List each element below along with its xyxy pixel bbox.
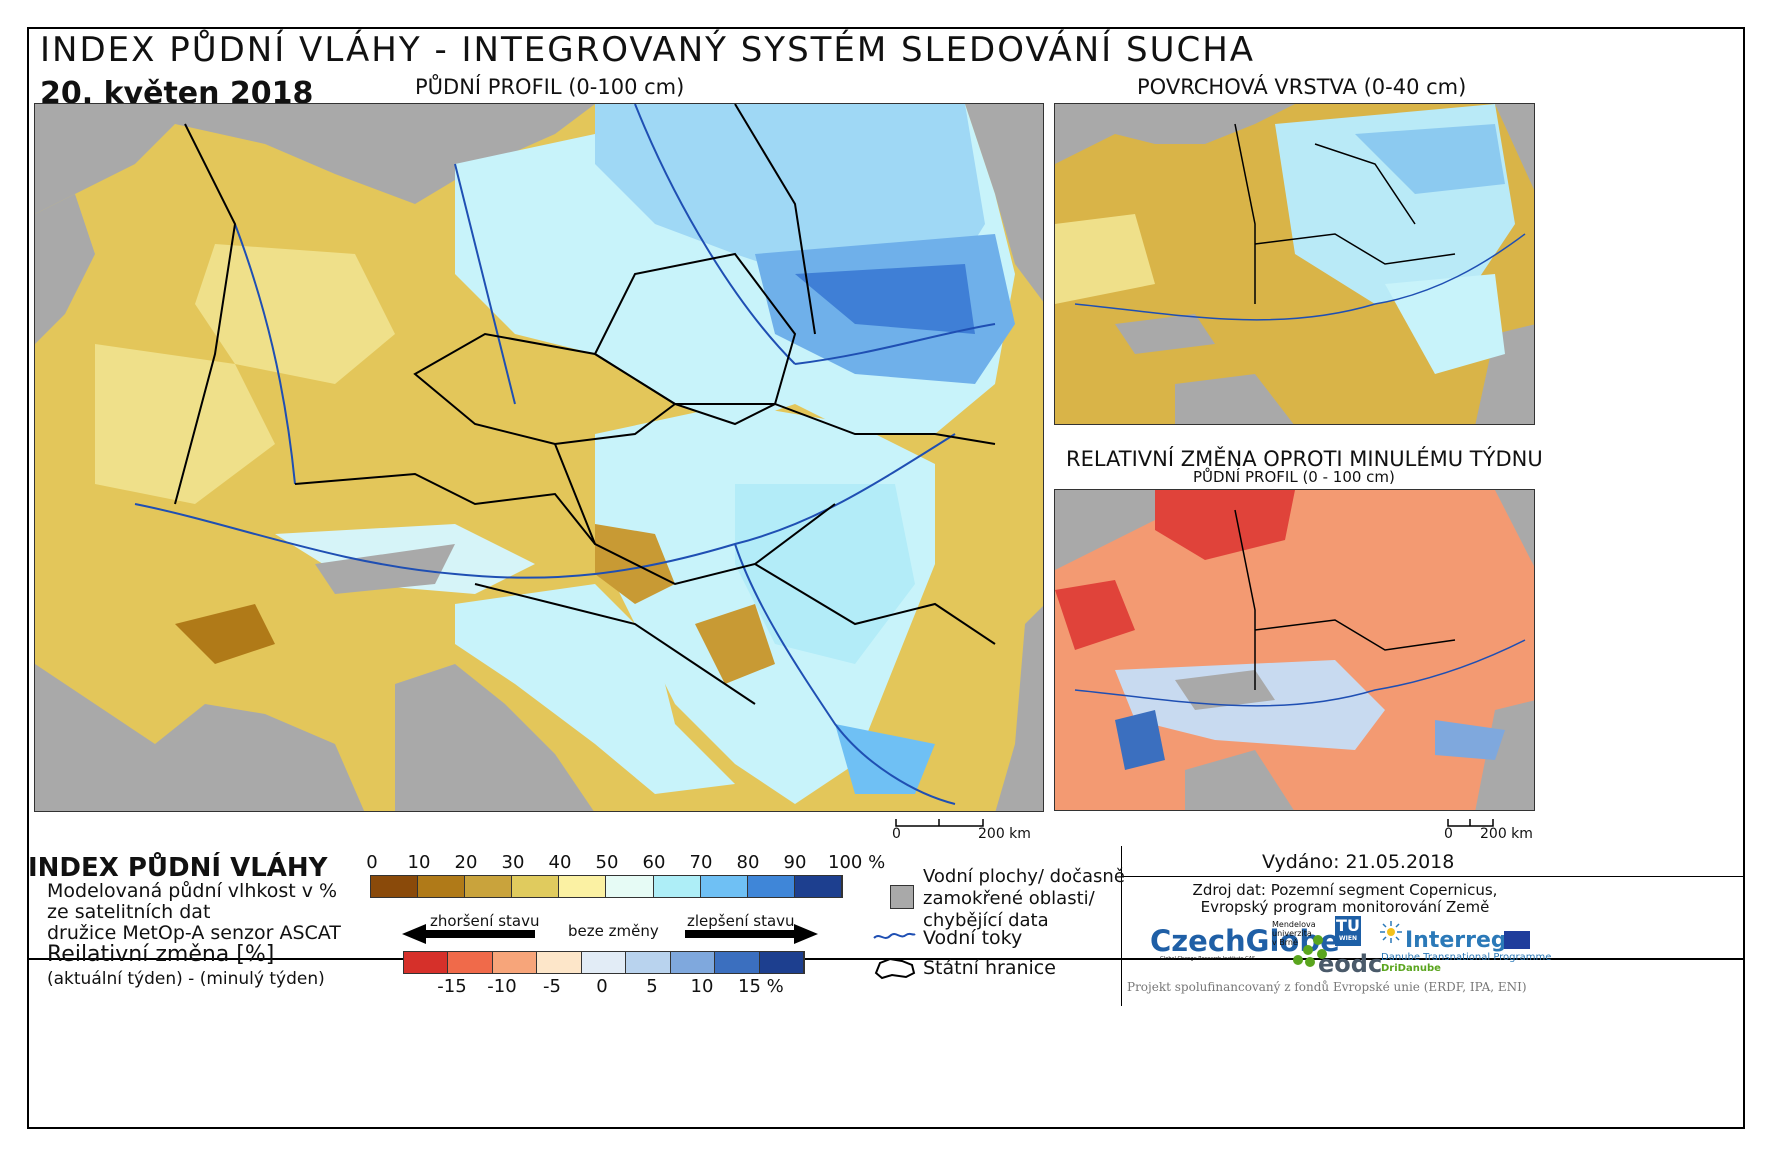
project-note: Projekt spolufinancovaný z fondů Evropsk…: [1127, 980, 1527, 994]
tu-text: TU: [1336, 916, 1360, 935]
worse-label: zhoršení stavu: [430, 912, 540, 930]
water-label-line-2: zamokřené oblasti/: [923, 888, 1095, 909]
tu-wien-logo: TU WIEN: [1335, 916, 1361, 946]
interreg-sub-1: Danube Transnational Programme: [1381, 952, 1552, 963]
top-right-map-label: POVRCHOVÁ VRSTVA (0-40 cm): [1137, 75, 1467, 99]
change-tick-label: 0: [596, 976, 608, 997]
water-area-swatch: [890, 885, 914, 909]
index-swatch-3: [512, 876, 560, 897]
mendel-logo-text: Mendelova univerzita v Brně: [1272, 920, 1316, 947]
index-tick-label: 10: [407, 852, 431, 873]
index-colorbar: [370, 875, 843, 898]
interreg-sun-icon: [1380, 921, 1402, 943]
change-map-svg: [1055, 490, 1534, 810]
issued-date: Vydáno: 21.05.2018: [1262, 851, 1455, 873]
surface-map-svg: [1055, 104, 1534, 424]
index-swatch-7: [700, 876, 748, 897]
no-change-label: beze změny: [568, 922, 659, 940]
change-legend-desc: (aktuální týden) - (minulý týden): [47, 969, 325, 989]
borders-label: Státní hranice: [923, 957, 1056, 979]
small-scalebar-graphic: [1447, 819, 1494, 827]
better-label: zlepšení stavu: [687, 912, 795, 930]
change-swatch-7: [715, 952, 760, 973]
rivers-label: Vodní toky: [923, 927, 1023, 949]
index-tick-label: 90: [783, 852, 807, 873]
index-tick-label: 60: [642, 852, 666, 873]
surface-layer-map: [1054, 103, 1535, 425]
change-tick-label: -5: [543, 976, 561, 997]
index-tick-label: 70: [689, 852, 713, 873]
eu-flag-icon: [1504, 931, 1530, 949]
legend-divider: [1121, 846, 1122, 1006]
eodc-logo: eodc: [1318, 950, 1383, 978]
change-swatch-3: [537, 952, 582, 973]
change-map-label: RELATIVNÍ ZMĚNA OPROTI MINULÉMU TÝDNU: [1066, 447, 1543, 471]
index-swatch-0: [371, 876, 419, 897]
mendel-line-1: Mendelova: [1272, 920, 1316, 929]
index-legend-title: INDEX PŮDNÍ VLÁHY: [28, 853, 328, 883]
index-tick-label: 40: [548, 852, 572, 873]
main-soil-moisture-map: [34, 103, 1044, 812]
river-symbol-icon: [873, 932, 916, 939]
issued-divider: [1121, 876, 1745, 877]
index-tick-label: 0: [366, 852, 378, 873]
index-tick-label: 100 %: [828, 852, 886, 873]
index-tick-label: 50: [595, 852, 619, 873]
legend-panel: [27, 958, 1745, 1131]
main-scalebar-graphic: [895, 819, 984, 827]
index-swatch-2: [465, 876, 513, 897]
water-label-line-3: chybějící data: [923, 910, 1049, 931]
index-desc-2: ze satelitních dat: [47, 901, 211, 923]
mendel-logo-icon: [1293, 935, 1327, 967]
interreg-sub-2: DriDanube: [1381, 963, 1441, 974]
page-title: INDEX PŮDNÍ VLÁHY - INTEGROVANÝ SYSTÉM S…: [40, 30, 1256, 70]
change-tick-label: 5: [646, 976, 658, 997]
change-swatch-4: [581, 952, 627, 973]
change-swatch-0: [404, 952, 449, 973]
index-tick-label: 30: [501, 852, 525, 873]
index-desc-3: družice MetOp-A senzor ASCAT: [47, 922, 341, 944]
small-scalebar-zero: 0: [1444, 826, 1453, 842]
change-map-sublabel: PŮDNÍ PROFIL (0 - 100 cm): [1193, 468, 1395, 486]
index-swatch-1: [418, 876, 466, 897]
change-legend-title: Reilativní změna [%]: [47, 942, 275, 967]
water-label-line-1: Vodní plochy/ dočasně: [923, 866, 1125, 887]
data-source-line-1: Zdroj dat: Pozemní segment Copernicus,: [1192, 881, 1498, 899]
index-desc-1: Modelovaná půdní vlhkost v %: [47, 880, 338, 902]
index-swatch-9: [794, 876, 842, 897]
change-tick-label: 15 %: [738, 976, 784, 997]
interreg-logo: Interreg: [1405, 928, 1507, 953]
tu-sub-text: WIEN: [1339, 935, 1357, 942]
index-swatch-8: [747, 876, 795, 897]
change-colorbar: [403, 951, 805, 974]
change-swatch-6: [670, 952, 716, 973]
change-arrows: [402, 924, 818, 944]
change-swatch-2: [492, 952, 538, 973]
index-tick-label: 20: [454, 852, 478, 873]
mendel-line-3: v Brně: [1272, 938, 1298, 947]
main-map-svg: [35, 104, 1043, 811]
mendel-line-2: univerzita: [1272, 929, 1312, 938]
small-scalebar-end: 200 km: [1480, 826, 1533, 842]
main-scalebar-end: 200 km: [978, 826, 1031, 842]
main-map-label: PŮDNÍ PROFIL (0-100 cm): [415, 75, 685, 99]
water-area-label: Vodní plochy/ dočasně zamokřené oblasti/…: [923, 866, 1125, 932]
relative-change-map: [1054, 489, 1535, 811]
change-tick-label: 10: [690, 976, 714, 997]
index-swatch-4: [559, 876, 607, 897]
index-swatch-5: [606, 876, 654, 897]
change-swatch-8: [759, 952, 804, 973]
index-tick-label: 80: [736, 852, 760, 873]
main-scalebar-zero: 0: [892, 826, 901, 842]
index-swatch-6: [653, 876, 701, 897]
border-symbol-icon: [874, 957, 916, 980]
change-tick-label: -15: [437, 976, 467, 997]
change-tick-label: -10: [487, 976, 517, 997]
poster-frame: [27, 27, 1745, 1129]
czechglobe-subtitle: Global Change Research Institute CAS: [1160, 956, 1256, 962]
change-swatch-5: [626, 952, 671, 973]
change-swatch-1: [448, 952, 493, 973]
data-source-line-2: Evropský program monitorování Země: [1200, 898, 1490, 916]
